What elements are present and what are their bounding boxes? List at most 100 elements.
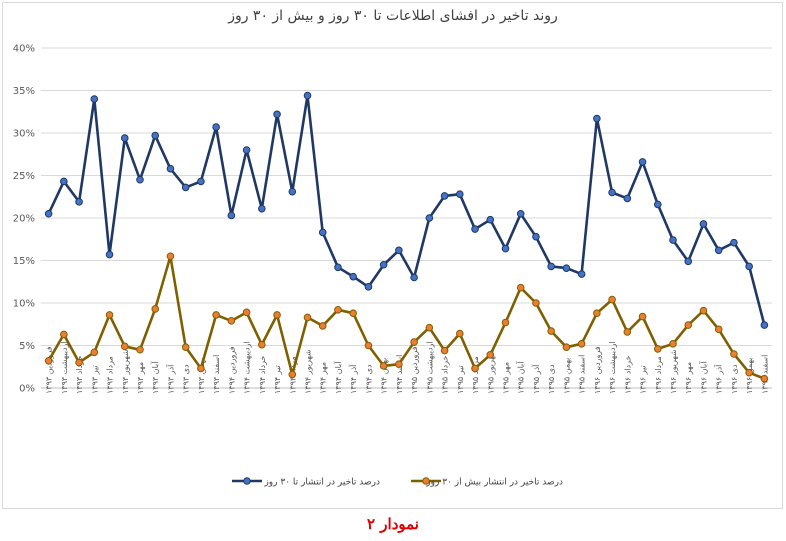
series-2-point: [669, 340, 677, 348]
series-1-point: [440, 192, 449, 200]
y-tick-label: 30%: [13, 129, 35, 140]
y-tick-label: 10%: [13, 299, 35, 310]
series-1-point: [151, 131, 160, 140]
series-1-point: [516, 209, 525, 218]
series-1-point: [714, 246, 723, 255]
x-tick-label: آبان ۱۳۹۶: [698, 361, 708, 394]
x-tick-label: شهریور ۱۳۹۵: [486, 349, 495, 394]
series-1-point: [105, 250, 114, 259]
legend-marker: [422, 477, 430, 485]
series-2-point: [136, 345, 144, 354]
series-1-point: [760, 321, 769, 329]
x-tick-label: آبان ۱۳۹۳: [150, 361, 160, 394]
y-tick-label: 0%: [19, 384, 35, 395]
series-2-point: [60, 330, 68, 339]
series-1-point: [90, 95, 99, 103]
series-1-point: [242, 146, 251, 154]
x-tick-label: بهمن ۱۳۹۵: [562, 358, 571, 394]
series-2-point: [653, 345, 662, 353]
y-tick-label: 5%: [19, 341, 35, 352]
legend-label: درصد تاخیر در انتشار تا ۳۰ روز: [263, 478, 380, 488]
series-2-point: [334, 306, 342, 314]
series-2-point: [44, 357, 53, 365]
series-1-point: [577, 270, 586, 278]
x-tick-label: مرداد ۱۳۹۶: [654, 356, 663, 394]
x-tick-label: شهریور ۱۳۹۴: [304, 349, 313, 394]
series-2-point: [532, 299, 540, 307]
chart-frame: [2, 2, 783, 509]
series-1-point: [547, 262, 555, 271]
series-2-point: [714, 325, 723, 334]
series-2-point: [638, 312, 647, 321]
series-1-point: [653, 200, 662, 209]
series-1-point: [745, 262, 753, 271]
series-1-point: [197, 177, 205, 186]
series-2-point: [349, 309, 357, 318]
x-tick-label: مرداد ۱۳۹۵: [471, 356, 480, 394]
series-2-point: [181, 343, 190, 352]
series-1-point: [136, 175, 144, 184]
x-tick-label: تیر ۱۳۹۶: [639, 365, 648, 394]
x-tick-label: اردیبهشت ۱۳۹۳: [60, 341, 69, 394]
x-tick-label: تیر ۱۳۹۴: [273, 365, 282, 394]
x-tick-label: اردیبهشت ۱۳۹۵: [425, 341, 434, 394]
x-tick-label: اسفند ۱۳۹۵: [578, 355, 587, 394]
series-1-point: [273, 110, 281, 119]
x-tick-label: بهمن ۱۳۹۴: [380, 358, 389, 394]
y-tick-label: 25%: [13, 171, 35, 182]
x-tick-label: دی ۱۳۹۶: [730, 364, 739, 394]
x-tick-label: مهر ۱۳۹۳: [136, 362, 145, 394]
series-1-point: [410, 273, 418, 282]
x-tick-label: اردیبهشت ۱۳۹۴: [243, 341, 252, 394]
x-tick-label: آذر ۱۳۹۵: [531, 364, 541, 394]
x-tick-label: فروردین ۱۳۹۳: [45, 346, 54, 394]
x-tick-label: شهریور ۱۳۹۶: [669, 349, 678, 394]
x-tick-label: فروردین ۱۳۹۵: [410, 346, 419, 394]
x-tick-label: خرداد ۱۳۹۵: [441, 356, 450, 394]
series-2-point: [364, 341, 373, 350]
x-tick-label: مهر ۱۳۹۶: [684, 362, 693, 394]
x-tick-label: اسفند ۱۳۹۴: [395, 355, 404, 394]
series-2-point: [197, 364, 205, 373]
series-1-point: [684, 257, 693, 266]
series-1-point: [669, 236, 677, 244]
series-1-point: [501, 244, 510, 253]
figure-caption: نمودار ۲: [367, 515, 419, 533]
series-2-point: [120, 342, 129, 351]
x-tick-label: فروردین ۱۳۹۴: [227, 346, 236, 394]
series-2-point: [577, 340, 586, 348]
x-tick-label: خرداد ۱۳۹۳: [75, 356, 84, 394]
series-2-point: [395, 360, 403, 369]
series-2-point: [760, 374, 769, 383]
series-1-point: [334, 263, 342, 272]
series-1-point: [166, 164, 175, 173]
series-line-2: [47, 254, 765, 380]
x-tick-label: اردیبهشت ۱۳۹۶: [608, 341, 617, 394]
series-1-point: [364, 283, 373, 291]
y-tick-label: 15%: [13, 256, 35, 267]
series-2-point: [318, 322, 327, 330]
series-2-point: [562, 343, 571, 352]
series-1-point: [532, 232, 540, 241]
x-tick-label: خرداد ۱۳۹۶: [623, 356, 632, 394]
x-tick-label: آذر ۱۳۹۴: [348, 364, 358, 394]
series-2-point: [730, 350, 738, 358]
x-tick-label: دی ۱۳۹۵: [547, 364, 556, 394]
series-1-point: [608, 188, 616, 197]
series-2-point: [90, 348, 99, 357]
x-tick-label: فروردین ۱۳۹۶: [593, 346, 602, 394]
series-2-point: [379, 362, 388, 370]
x-tick-label: دی ۱۳۹۳: [182, 364, 191, 394]
series-1-point: [120, 134, 129, 142]
y-tick-label: 20%: [13, 214, 35, 225]
series-1-point: [562, 264, 571, 272]
series-1-point: [379, 260, 388, 269]
series-1-point: [638, 158, 647, 166]
x-tick-label: آذر ۱۳۹۶: [714, 364, 724, 394]
series-2-point: [456, 329, 464, 338]
series-1-point: [75, 198, 83, 206]
series-1-point: [181, 183, 190, 192]
series-2-point: [303, 313, 312, 322]
series-2-point: [273, 311, 281, 319]
